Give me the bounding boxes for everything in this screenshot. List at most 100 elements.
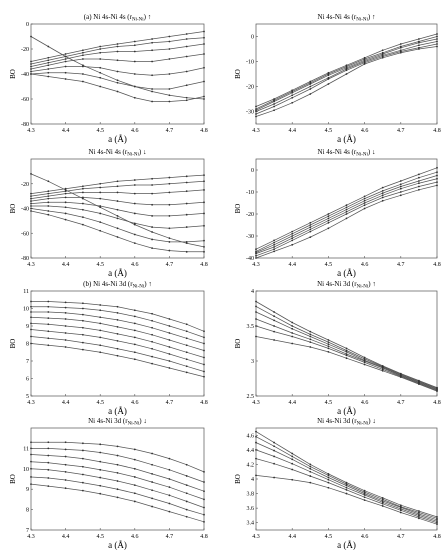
data-point (99, 85, 102, 88)
data-point (30, 476, 32, 478)
data-point (30, 60, 32, 63)
data-point (363, 197, 366, 200)
data-point (381, 190, 384, 192)
data-point (273, 476, 275, 479)
x-tick-label: 4.6 (361, 400, 369, 406)
data-point (168, 318, 171, 320)
x-tick-label: 4.3 (27, 534, 35, 540)
data-point (291, 237, 294, 240)
data-point (47, 190, 50, 193)
data-point (133, 329, 136, 332)
data-point (151, 231, 154, 233)
data-point (64, 301, 67, 304)
data-point (203, 490, 205, 493)
chart-panel-1: 4.3 4.4 4.5 4.6 4.7 4.8 -80 -60 -40 -20 0 BO a (Å) (a… (9, 13, 208, 144)
data-point (82, 449, 84, 452)
data-point (273, 100, 275, 103)
data-point (255, 430, 257, 433)
data-point (47, 447, 50, 450)
data-point (291, 325, 294, 327)
data-point (291, 332, 294, 334)
data-point (133, 358, 136, 361)
series-line-3 (30, 189, 205, 199)
data-point (151, 347, 154, 350)
data-point (291, 90, 294, 93)
data-point (418, 511, 420, 514)
y-tick-label: 11 (23, 446, 29, 452)
data-point (30, 447, 32, 450)
panel-title: Ni 4s-Ni 4s (rNi-Ni) ↓ (318, 148, 376, 158)
data-point (327, 71, 330, 74)
title-subscript: Ni-Ni (356, 153, 368, 158)
data-point (363, 491, 366, 494)
data-point (151, 88, 154, 90)
series-line-5 (30, 468, 205, 508)
data-point (203, 30, 205, 33)
data-point (309, 221, 312, 224)
data-point (381, 505, 384, 507)
data-point (273, 445, 275, 448)
data-point (47, 485, 50, 488)
data-point (133, 467, 136, 470)
panel-title: (a) Ni 4s-Ni 4s (rNi-Ni) ↑ (84, 13, 151, 23)
data-point (30, 311, 32, 313)
title-main: Ni 4s-Ni 3d (r (317, 417, 357, 425)
data-point (203, 250, 205, 253)
data-point (168, 227, 171, 230)
data-point (203, 498, 205, 501)
x-tick-label: 4.4 (288, 128, 296, 134)
title-main: Ni 4s-Ni 4s (r (318, 13, 357, 21)
y-tick-label: 10 (23, 307, 29, 313)
data-point (133, 184, 136, 186)
data-point (47, 454, 50, 457)
data-point (151, 473, 154, 475)
data-point (133, 242, 136, 245)
title-close: ) ↑ (368, 13, 376, 21)
data-point (99, 316, 102, 319)
data-point (309, 330, 312, 333)
data-point (82, 216, 84, 219)
data-point (381, 56, 384, 59)
data-point (168, 332, 171, 334)
x-tick-label: 4.6 (361, 534, 369, 540)
data-point (255, 109, 257, 112)
data-point (30, 70, 32, 73)
data-point (116, 79, 119, 82)
x-tick-label: 4.6 (131, 128, 139, 134)
data-point (327, 213, 330, 215)
x-tick-label: 4.6 (131, 534, 139, 540)
chart-panel-8: 4.3 4.4 4.5 4.6 4.7 4.8 3.4 3.6 3.8 4 4.2 4.4 4.6 BO a… (234, 417, 441, 550)
data-point (64, 479, 67, 481)
data-point (399, 50, 402, 53)
data-point (168, 88, 171, 90)
data-point (327, 339, 330, 341)
data-point (185, 70, 188, 73)
data-point (116, 191, 119, 194)
data-point (363, 358, 366, 360)
data-point (133, 96, 136, 99)
data-point (273, 103, 275, 105)
data-point (418, 510, 420, 512)
data-point (255, 335, 257, 338)
y-tick-label: 7 (26, 528, 29, 534)
data-point (133, 50, 136, 53)
title-main: Ni 4s-Ni 3d (r (317, 280, 357, 288)
data-point (345, 217, 348, 220)
data-point (345, 483, 348, 485)
data-point (203, 342, 205, 345)
data-point (82, 348, 84, 351)
data-point (185, 181, 188, 184)
data-point (345, 68, 348, 70)
data-point (116, 59, 119, 62)
data-point (363, 63, 366, 65)
data-point (30, 202, 32, 205)
data-point (133, 85, 136, 88)
data-point (64, 189, 67, 191)
data-point (168, 325, 171, 327)
plot-frame (255, 290, 438, 397)
data-point (309, 333, 312, 336)
data-point (168, 353, 171, 355)
data-point (133, 448, 136, 451)
chart-panel-7: 4.3 4.4 4.5 4.6 4.7 4.8 7 8 9 10 11 BO a (Å) Ni 4s-Ni… (9, 417, 208, 550)
data-point (255, 115, 257, 118)
